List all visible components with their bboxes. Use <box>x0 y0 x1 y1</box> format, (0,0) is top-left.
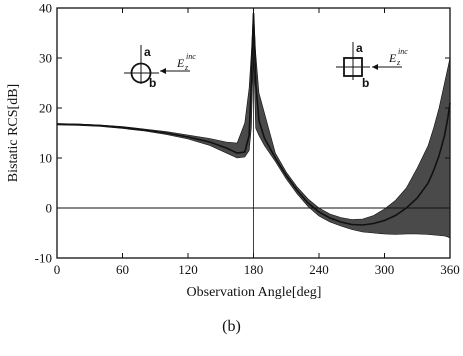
x-axis-label: Observation Angle[deg] <box>187 285 322 300</box>
y-axis-label: Bistatic RCS[dB] <box>6 84 21 182</box>
inset-circle-label-a: a <box>144 45 151 59</box>
series-line <box>56 12 451 226</box>
y-tick-label: 40 <box>39 1 52 16</box>
inset-square-source-sup: inc <box>398 47 408 56</box>
reference-lines <box>57 8 450 258</box>
y-ticks: -10 0 10 20 30 40 <box>35 1 450 266</box>
y-tick-label: -10 <box>35 251 52 266</box>
x-tick-label: 120 <box>178 262 198 277</box>
inset-circle-source-sub: z <box>184 63 189 72</box>
inset-square-geometry: a b E inc z <box>336 41 408 90</box>
x-tick-label: 60 <box>116 262 129 277</box>
x-tick-label: 0 <box>54 262 61 277</box>
inset-circle-geometry: a b E inc z <box>124 45 196 90</box>
y-tick-label: 20 <box>39 101 52 116</box>
figure-caption: (b) <box>222 318 241 335</box>
x-tick-label: 360 <box>440 262 460 277</box>
inset-circle-label-b: b <box>149 76 156 90</box>
series-line-layer <box>56 12 451 226</box>
x-tick-label: 300 <box>375 262 395 277</box>
y-tick-label: 0 <box>46 201 53 216</box>
inset-circle-source: E <box>176 56 185 70</box>
inset-square-source: E <box>388 51 397 65</box>
x-ticks: 0 60 120 180 240 300 360 <box>54 8 460 277</box>
inset-circle-shape <box>130 62 152 84</box>
y-tick-label: 10 <box>39 151 52 166</box>
x-tick-label: 240 <box>309 262 329 277</box>
inset-square-label-a: a <box>356 41 363 55</box>
inset-square-source-sub: z <box>396 58 401 67</box>
inset-square-arrowhead <box>372 64 378 70</box>
inset-circle-arrowhead <box>160 68 166 74</box>
inset-square-shape <box>343 57 363 77</box>
x-tick-label: 180 <box>244 262 264 277</box>
y-tick-label: 30 <box>39 51 52 66</box>
inset-circle-source-sup: inc <box>186 52 196 61</box>
inset-square-label-b: b <box>362 76 369 90</box>
